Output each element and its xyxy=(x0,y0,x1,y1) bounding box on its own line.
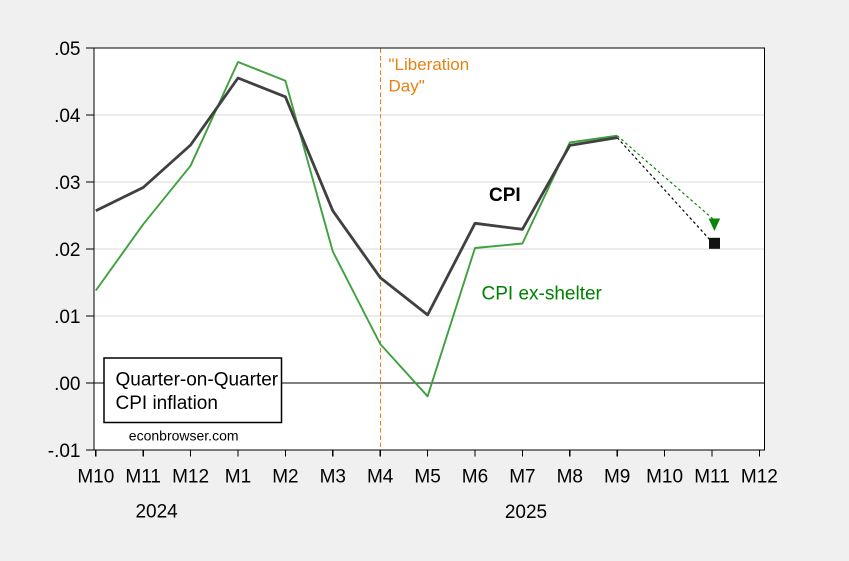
svg-text:CPI inflation: CPI inflation xyxy=(116,393,218,414)
svg-text:M11: M11 xyxy=(125,467,161,488)
svg-text:econbrowser.com: econbrowser.com xyxy=(129,428,239,444)
svg-text:Quarter-on-Quarter: Quarter-on-Quarter xyxy=(116,370,279,391)
svg-text:M5: M5 xyxy=(414,467,440,488)
svg-text:.04: .04 xyxy=(54,106,81,127)
svg-text:2024: 2024 xyxy=(135,502,178,523)
svg-text:M2: M2 xyxy=(272,467,298,488)
svg-text:.03: .03 xyxy=(54,173,80,194)
svg-text:M3: M3 xyxy=(320,467,346,488)
svg-text:M12: M12 xyxy=(741,467,778,488)
svg-text:M10: M10 xyxy=(77,467,114,488)
svg-text:M1: M1 xyxy=(225,467,251,488)
svg-text:-.01: -.01 xyxy=(48,441,81,462)
svg-text:M7: M7 xyxy=(509,467,535,488)
svg-text:.01: .01 xyxy=(54,307,80,328)
svg-text:M9: M9 xyxy=(604,467,630,488)
svg-text:M11: M11 xyxy=(694,467,730,488)
svg-text:M10: M10 xyxy=(646,467,683,488)
svg-text:M12: M12 xyxy=(172,467,209,488)
svg-text:"Liberation: "Liberation xyxy=(389,55,470,74)
svg-text:M6: M6 xyxy=(462,467,488,488)
svg-text:CPI ex-shelter: CPI ex-shelter xyxy=(482,283,603,304)
svg-text:M4: M4 xyxy=(367,467,394,488)
svg-text:2025: 2025 xyxy=(505,502,547,523)
svg-text:CPI: CPI xyxy=(489,185,521,206)
svg-text:.00: .00 xyxy=(54,374,80,395)
svg-text:Day": Day" xyxy=(389,77,425,96)
svg-text:.05: .05 xyxy=(54,39,80,60)
svg-text:M8: M8 xyxy=(557,467,583,488)
svg-text:.02: .02 xyxy=(54,240,80,261)
